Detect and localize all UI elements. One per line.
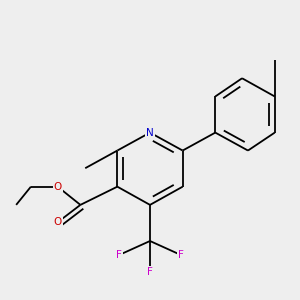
Text: F: F bbox=[116, 250, 122, 260]
Text: F: F bbox=[178, 250, 184, 260]
Text: F: F bbox=[147, 267, 153, 277]
Text: N: N bbox=[146, 128, 154, 138]
Text: O: O bbox=[53, 182, 62, 192]
Text: O: O bbox=[53, 217, 62, 227]
